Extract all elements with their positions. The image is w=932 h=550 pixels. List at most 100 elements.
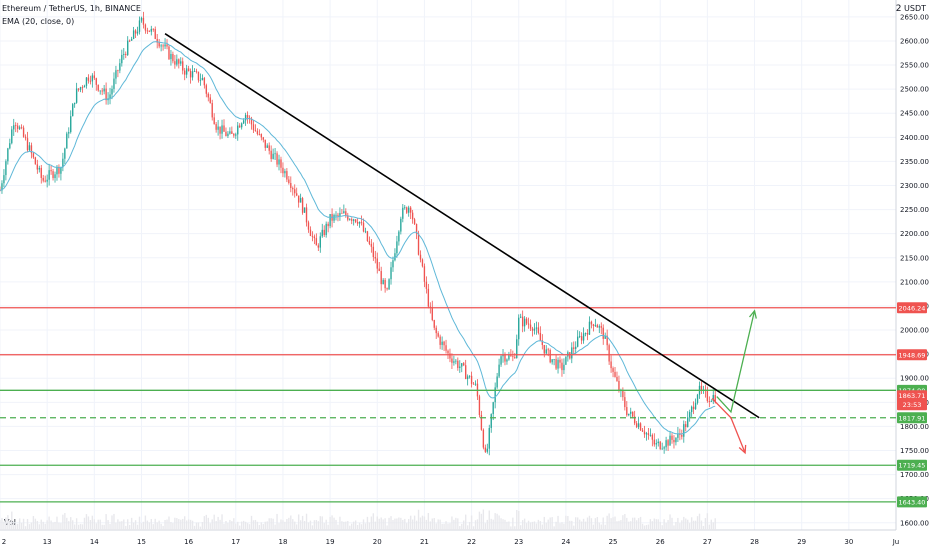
candle-body bbox=[518, 317, 520, 340]
volume-bar bbox=[578, 519, 581, 530]
volume-bar bbox=[525, 523, 528, 530]
arrow-up bbox=[716, 310, 756, 414]
candle-up bbox=[675, 437, 677, 446]
candle-down bbox=[635, 420, 638, 429]
candle-down bbox=[36, 159, 39, 174]
volume-bar bbox=[553, 526, 555, 530]
candle-body bbox=[563, 364, 565, 371]
candle-down bbox=[254, 124, 257, 132]
volume-bar bbox=[11, 511, 13, 530]
candle-down bbox=[437, 331, 439, 338]
symbol-title[interactable]: Ethereum / TetherUS, 1h, BINANCE bbox=[2, 4, 141, 13]
volume-bar bbox=[451, 516, 453, 530]
volume-bar bbox=[262, 524, 264, 530]
candle-down bbox=[463, 361, 465, 367]
candle-up bbox=[229, 127, 231, 135]
candle-body bbox=[533, 328, 536, 331]
candle-body bbox=[598, 326, 600, 328]
volume-bar bbox=[187, 519, 190, 530]
price-tick-label: 2450.00 bbox=[900, 110, 929, 118]
candle-down bbox=[347, 212, 349, 222]
candle-down bbox=[659, 440, 661, 451]
candle-up bbox=[364, 227, 367, 234]
volume-bar bbox=[178, 519, 180, 530]
candle-up bbox=[584, 332, 587, 337]
volume-bar bbox=[639, 516, 642, 530]
candle-body bbox=[256, 131, 259, 135]
candle-body bbox=[178, 59, 180, 64]
volume-bar bbox=[156, 522, 158, 530]
volume-bar bbox=[463, 520, 465, 530]
candle-body bbox=[174, 61, 176, 65]
candle-body bbox=[677, 433, 679, 438]
candle-down bbox=[419, 250, 422, 263]
candle-body bbox=[382, 279, 384, 285]
candle-body bbox=[146, 30, 149, 32]
candle-up bbox=[349, 218, 351, 221]
candle-body bbox=[189, 70, 192, 78]
candle-up bbox=[160, 43, 162, 52]
volume-bar bbox=[195, 522, 198, 530]
candle-down bbox=[443, 340, 445, 352]
candle-up bbox=[382, 278, 384, 285]
candle-down bbox=[521, 310, 524, 333]
volume-bar bbox=[580, 521, 583, 530]
volume-bar bbox=[294, 521, 296, 530]
candle-body bbox=[549, 349, 551, 363]
candle-body bbox=[347, 215, 349, 220]
candle-body bbox=[520, 316, 522, 318]
volume-bar bbox=[115, 522, 117, 530]
candle-body bbox=[48, 170, 50, 180]
candle-body bbox=[229, 131, 231, 134]
candle-body bbox=[28, 145, 31, 151]
volume-bar bbox=[637, 518, 640, 530]
volume-bar bbox=[406, 523, 408, 530]
candle-body bbox=[370, 243, 373, 247]
candle-down bbox=[592, 323, 595, 332]
candle-body bbox=[30, 145, 33, 154]
candle-body bbox=[101, 90, 103, 92]
candle-body bbox=[502, 355, 504, 357]
candle-down bbox=[671, 433, 673, 444]
volume-bar bbox=[44, 523, 46, 530]
candle-down bbox=[117, 69, 119, 78]
candle-body bbox=[372, 246, 375, 258]
volume-bar bbox=[443, 523, 445, 530]
currency-label[interactable]: 2 USDT bbox=[896, 4, 926, 14]
candle-down bbox=[32, 152, 35, 159]
candle-body bbox=[317, 245, 320, 248]
candle-body bbox=[89, 80, 92, 82]
volume-bar bbox=[512, 517, 514, 530]
candle-body bbox=[463, 363, 465, 366]
ema-indicator-label[interactable]: EMA (20, close, 0) bbox=[2, 17, 75, 26]
volume-bar bbox=[588, 515, 591, 530]
candle-down bbox=[260, 133, 263, 141]
candle-body bbox=[455, 360, 457, 362]
candle-down bbox=[590, 320, 593, 329]
volume-bar bbox=[498, 515, 500, 530]
volume-bar bbox=[85, 514, 88, 530]
candle-down bbox=[203, 76, 206, 89]
candle-body bbox=[203, 77, 206, 86]
candle-body bbox=[262, 137, 264, 140]
candle-up bbox=[13, 118, 15, 136]
candle-body bbox=[541, 340, 544, 345]
candle-body bbox=[633, 416, 636, 424]
candle-body bbox=[669, 435, 671, 446]
candle-body bbox=[315, 238, 318, 246]
candle-body bbox=[305, 207, 308, 223]
candle-up bbox=[56, 164, 58, 181]
volume-bar bbox=[486, 519, 488, 530]
candle-down bbox=[125, 51, 127, 59]
candle-up bbox=[28, 142, 31, 152]
volume-bar bbox=[191, 520, 194, 530]
candle-up bbox=[119, 58, 121, 74]
volume-bar bbox=[331, 515, 333, 530]
volume-bar bbox=[659, 521, 661, 530]
candle-body bbox=[645, 433, 648, 435]
candle-body bbox=[9, 143, 11, 149]
candle-down bbox=[451, 353, 453, 370]
candle-up bbox=[201, 74, 204, 81]
candle-body bbox=[205, 85, 208, 94]
